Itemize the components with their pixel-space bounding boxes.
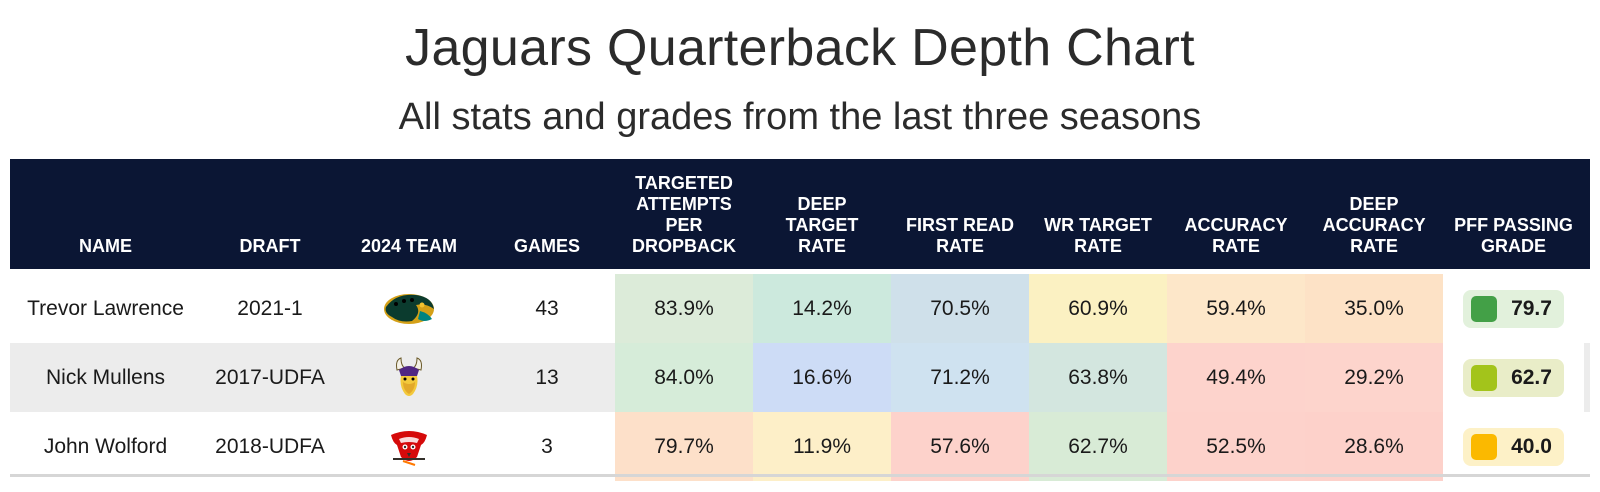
grade-indicator-icon <box>1471 433 1498 460</box>
stat-cell: 83.9% <box>615 274 753 343</box>
header-accuracy-rate: ACCURACY RATE <box>1184 215 1288 256</box>
page-title: Jaguars Quarterback Depth Chart <box>405 19 1195 77</box>
grade-cell: 62.7 <box>1443 343 1584 412</box>
table-header: NAME DRAFT 2024 TEAM GAMES TARGETED ATTE… <box>10 159 1590 269</box>
stat-cell: 35.0% <box>1305 274 1443 343</box>
stat-cell: 16.6% <box>753 343 891 412</box>
stat-cell: 11.9% <box>753 412 891 481</box>
header-games: GAMES <box>513 236 580 256</box>
games-cell: 13 <box>535 365 559 389</box>
table-bottom-rule <box>10 474 1590 477</box>
stat-cell: 49.4% <box>1167 343 1305 412</box>
player-name: John Wolford <box>43 434 168 458</box>
grade-cell: 40.0 <box>1443 412 1584 481</box>
stat-cell: 62.7% <box>1029 412 1167 481</box>
stat-cell: 28.6% <box>1305 412 1443 481</box>
table-row: John Wolford 2018-UDFA 3 79.7% 11.9% 57.… <box>10 412 1590 481</box>
games-cell: 3 <box>541 434 553 458</box>
stat-cell: 57.6% <box>891 412 1029 481</box>
draft-cell: 2018-UDFA <box>215 434 325 458</box>
grade-indicator-icon <box>1471 295 1498 322</box>
player-name: Trevor Lawrence <box>27 296 184 320</box>
header-name: NAME <box>79 236 132 256</box>
draft-cell: 2017-UDFA <box>215 365 325 389</box>
player-name: Nick Mullens <box>45 365 166 389</box>
stat-cell: 14.2% <box>753 274 891 343</box>
grade-value: 79.7 <box>1511 296 1552 320</box>
stat-cell: 70.5% <box>891 274 1029 343</box>
grade-cell: 79.7 <box>1443 274 1584 343</box>
header-deep-target-rate: DEEP TARGET RATE <box>785 194 859 256</box>
vikings-logo-icon <box>339 343 479 412</box>
header-pff-grade: PFF PASSING GRADE <box>1454 215 1573 256</box>
stat-cell: 79.7% <box>615 412 753 481</box>
jaguars-logo-icon <box>339 274 479 343</box>
header-draft: DRAFT <box>239 236 301 256</box>
grade-indicator-icon <box>1471 364 1498 391</box>
page-subtitle: All stats and grades from the last three… <box>398 96 1202 138</box>
header-first-read-rate: FIRST READ RATE <box>906 215 1014 256</box>
stat-cell: 59.4% <box>1167 274 1305 343</box>
stat-cell: 52.5% <box>1167 412 1305 481</box>
header-deep-accuracy-rate: DEEP ACCURACY RATE <box>1322 194 1426 256</box>
draft-cell: 2021-1 <box>237 296 303 320</box>
grade-badge: 79.7 <box>1463 289 1564 328</box>
grade-value: 40.0 <box>1511 434 1552 458</box>
buccaneers-logo-icon <box>339 412 479 481</box>
stat-cell: 84.0% <box>615 343 753 412</box>
grade-badge: 62.7 <box>1463 358 1564 397</box>
grade-value: 62.7 <box>1511 365 1552 389</box>
stat-cell: 29.2% <box>1305 343 1443 412</box>
stat-cell: 63.8% <box>1029 343 1167 412</box>
grade-badge: 40.0 <box>1463 427 1564 466</box>
header-targeted-attempts: TARGETED ATTEMPTS PER DROPBACK <box>632 173 737 256</box>
stat-cell: 71.2% <box>891 343 1029 412</box>
table-row: Nick Mullens 2017-UDFA 13 84.0% 16.6% 71… <box>10 343 1590 412</box>
stat-cell: 60.9% <box>1029 274 1167 343</box>
table-row: Trevor Lawrence 2021-1 43 83.9% 14.2% 70… <box>10 274 1590 343</box>
depth-chart-table: NAME DRAFT 2024 TEAM GAMES TARGETED ATTE… <box>10 159 1590 481</box>
games-cell: 43 <box>535 296 559 320</box>
header-team: 2024 TEAM <box>360 236 458 256</box>
header-wr-target-rate: WR TARGET RATE <box>1044 215 1152 256</box>
